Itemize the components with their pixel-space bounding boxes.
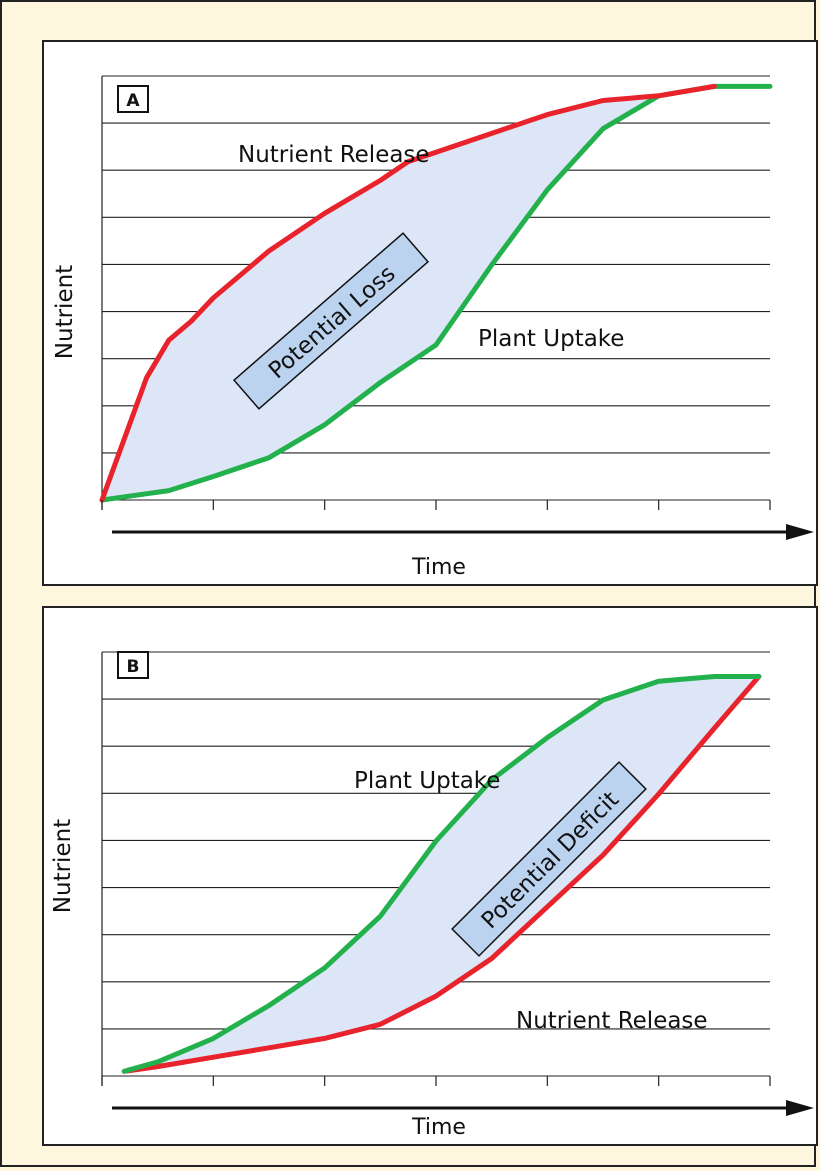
plant-uptake-label-a: Plant Uptake	[478, 326, 624, 352]
panel-label-box-b	[117, 651, 149, 679]
plant-uptake-label-b: Plant Uptake	[354, 768, 500, 794]
potential-deficit-region	[124, 676, 759, 1072]
arrow-head-a	[786, 524, 814, 540]
chart-b-svg: B Nutrient Time Plant Uptake Nutrient Re…	[50, 651, 814, 1140]
chart-a-svg: A Nutrient Time Nutrient Release Plant U…	[52, 75, 814, 580]
x-axis-label-a: Time	[411, 555, 466, 580]
y-axis-label-b: Nutrient	[50, 819, 76, 913]
panel-label-a: A	[126, 91, 140, 111]
arrow-head-b	[786, 1100, 814, 1116]
potential-loss-region	[102, 86, 770, 501]
panel-label-box-a	[117, 85, 149, 113]
panel-label-b: B	[127, 657, 140, 677]
x-ticks-b	[101, 1076, 771, 1086]
y-axis-label-a: Nutrient	[52, 265, 78, 359]
nutrient-release-line-a	[99, 83, 717, 503]
panel-b: B Nutrient Time Plant Uptake Nutrient Re…	[42, 606, 818, 1146]
nutrient-release-line-b	[121, 674, 762, 1074]
panel-a: A Nutrient Time Nutrient Release Plant U…	[42, 40, 818, 586]
nutrient-release-label-a: Nutrient Release	[238, 142, 430, 168]
x-axis-label-b: Time	[411, 1115, 466, 1140]
plant-uptake-line-a	[99, 83, 773, 503]
x-ticks-a	[101, 500, 771, 510]
nutrient-release-label-b: Nutrient Release	[516, 1008, 708, 1034]
plant-uptake-line-b	[121, 674, 762, 1074]
